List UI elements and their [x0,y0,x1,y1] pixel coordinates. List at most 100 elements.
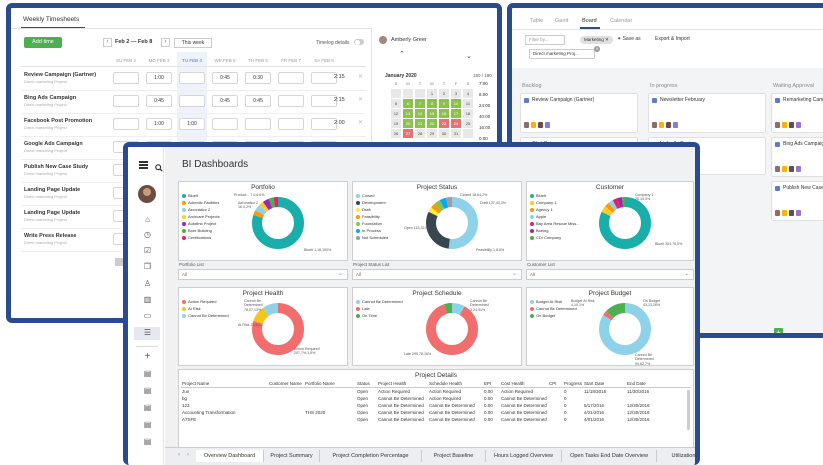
report-tab[interactable]: Utilization Report [657,450,695,462]
checkbox-icon[interactable]: ☑ [143,246,152,255]
calendar-day[interactable]: 2 [439,89,449,98]
stack-icon-4[interactable]: ▤ [143,420,152,429]
donut-chart[interactable] [597,195,653,251]
table-header-cell[interactable]: Start Date [584,381,605,386]
table-row[interactable]: A7SFE Open Cannot Be Determined Cannot Be D… [179,417,691,424]
calendar-day[interactable]: 16 [439,109,449,118]
legend-item[interactable]: Bay Area Rescue Miss... [530,221,580,226]
report-tab[interactable]: Project Completion Percentage [320,450,422,462]
donut-chart[interactable] [250,301,306,357]
donut-segment[interactable] [252,197,304,249]
legend-item[interactable]: Adreotic Facilities [182,200,219,205]
delete-row-icon[interactable]: ✕ [358,120,364,126]
time-entry-input[interactable] [311,95,337,107]
project-filter-close-icon[interactable]: ✕ [594,46,600,52]
time-entry-input[interactable]: 0:45 [245,95,271,107]
table-header-cell[interactable]: Cost Health [501,381,525,386]
board-card[interactable]: Remarketing Campaign [771,93,823,133]
time-entry-input[interactable]: 1:00 [179,118,205,130]
table-header-cell[interactable]: Customer Name [269,381,302,386]
time-entry-input[interactable] [113,95,139,107]
this-week-button[interactable]: This week [174,38,212,48]
add-icon[interactable]: + [144,351,151,362]
donut-chart[interactable] [597,301,653,357]
table-header-cell[interactable]: EPI [484,381,492,386]
calendar-day[interactable]: 23 [439,119,449,128]
legend-item[interactable]: Draft [356,207,371,212]
legend-item[interactable]: Autofirst Project [182,221,216,226]
donut-segment[interactable] [599,303,651,355]
legend-item[interactable]: Aeronaticz 2 [182,207,210,212]
legend-item[interactable]: BlueIt [182,193,198,198]
legend-item[interactable]: Certifications [182,235,211,240]
menu-icon[interactable] [139,161,148,169]
board-card[interactable]: Newsletter February [648,93,766,133]
timesheet-scrollbar[interactable] [115,258,125,266]
stack-icon-3[interactable]: ▤ [143,403,152,412]
calendar-day[interactable] [415,89,425,98]
calendar-day[interactable]: 5 [391,99,401,108]
calendar-day[interactable]: 8 [427,99,437,108]
board-card[interactable]: Review Campaign (Gartner) [520,93,638,133]
time-entry-input[interactable] [179,72,205,84]
home-icon[interactable]: ⌂ [145,215,150,224]
legend-item[interactable]: Cannot Be Determined [530,306,577,311]
date-range[interactable]: Feb 2 — Feb 8 [115,39,153,45]
save-as-button[interactable]: ✦ Save as [617,36,641,42]
legend-item[interactable]: Action Required [182,299,216,304]
calendar-day[interactable]: 19 [391,119,401,128]
legend-item[interactable]: At Risk [182,306,201,311]
filter-dropdown[interactable]: Portfolio List All ⌄ [178,262,348,284]
prev-week-button[interactable]: ‹ [103,38,112,47]
table-row[interactable]: 123 Open Cannot Be Determined Cannot Be Det… [179,403,691,410]
legend-item[interactable]: Company 1 [530,200,556,205]
stack-icon-1[interactable]: ▤ [143,369,152,378]
calendar-day[interactable]: 12 [391,109,401,118]
board-tab-calendar[interactable]: Calendar [610,18,633,24]
export-import-button[interactable]: Export & Import [655,36,690,42]
calendar-day[interactable]: 13 [403,109,413,118]
legend-item[interactable]: Cannot Be Determined [356,299,403,304]
time-entry-input[interactable] [311,118,337,130]
stack-icon-5[interactable]: ▤ [143,437,152,446]
donut-segment[interactable] [426,197,478,249]
time-entry-input[interactable] [278,118,304,130]
legend-item[interactable]: Late [356,306,370,311]
legend-item[interactable]: Boeing [530,228,548,233]
legend-item[interactable]: On Time [356,313,377,318]
table-header-cell[interactable]: Status [357,381,370,386]
table-header-cell[interactable]: Progress [564,381,583,386]
chevron-down-icon[interactable]: ⌄ [466,53,472,60]
person-icon[interactable]: ♙ [143,279,152,288]
calendar-day[interactable]: 21 [415,119,425,128]
calendar-day[interactable]: 26 [391,129,401,138]
add-time-button[interactable]: Add time [24,37,62,48]
legend-item[interactable]: Feasibility [356,214,380,219]
report-tab[interactable]: Hours Logged Overview [486,450,562,462]
filter-dropdown[interactable]: Project Status List All ⌄ [352,262,522,284]
close-icon[interactable]: ✕ [605,37,609,42]
tab-prev-arrow[interactable]: ‹ [178,452,180,458]
calendar-day[interactable] [403,89,413,98]
time-entry-input[interactable] [113,72,139,84]
filter-dropdown-select[interactable]: All ⌄ [178,269,348,280]
donut-chart[interactable] [424,195,480,251]
legend-item[interactable]: In Process [356,228,381,233]
calendar-day[interactable]: 3 [451,89,461,98]
stack-icon-2[interactable]: ▤ [143,386,152,395]
table-row[interactable]: Accounting Transformation THS 2020 Open Can… [179,410,691,417]
time-entry-input[interactable] [311,72,337,84]
calendar-day[interactable]: 29 [427,129,437,138]
legend-item[interactable]: Archcare Projects [182,214,220,219]
table-header-cell[interactable]: End Date [627,381,646,386]
time-entry-input[interactable]: 0:45 [146,95,172,107]
calendar-day[interactable]: 28 [415,129,425,138]
calendar-day[interactable]: 1 [427,89,437,98]
calendar-day[interactable]: 18 [463,109,473,118]
donut-segment[interactable] [599,197,651,249]
legend-item[interactable]: BlueIt [530,193,546,198]
calendar-day[interactable]: 15 [427,109,437,118]
table-row[interactable]: bg Open Cannot Be Determined Action Require… [179,396,691,403]
legend-item[interactable]: Agency 1 [530,207,553,212]
table-header-cell[interactable]: Project Name [182,381,210,386]
